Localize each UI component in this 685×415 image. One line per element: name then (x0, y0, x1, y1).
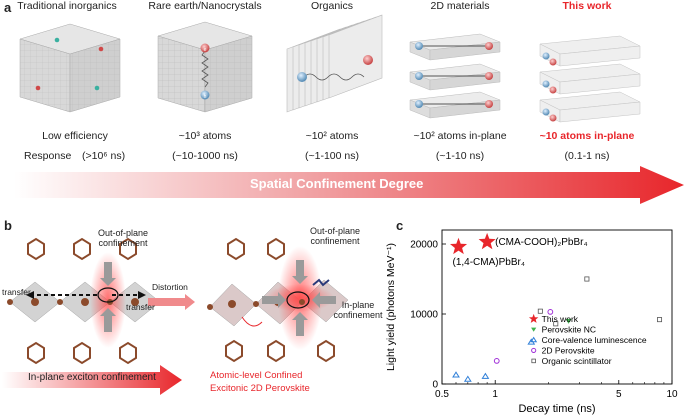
x-tick-label: 0.5 (435, 389, 449, 400)
y-tick-label: 10000 (410, 310, 438, 321)
response-label: Response (24, 150, 72, 162)
col-text-organics-2: (~1-100 ns) (305, 150, 359, 162)
col-text-this-work-1: ~10 atoms in-plane (539, 130, 635, 142)
y-tick-label: 0 (432, 380, 438, 391)
cube-traditional (19, 23, 121, 113)
data-point-triangle-down (565, 318, 572, 324)
x-tick-label: 5 (616, 389, 622, 400)
data-point-star (528, 313, 539, 323)
panel-b-letter: b (4, 218, 12, 233)
stack-organics (286, 14, 383, 113)
arrow-label: Spatial Confinement Degree (250, 176, 424, 191)
data-point-square (531, 358, 536, 364)
panel-a-letter: a (4, 0, 12, 15)
legend-label: Perovskite NC (542, 324, 596, 334)
out-of-plane-left-label: Out-of-plane confinement (97, 228, 149, 248)
panel-c-letter: c (396, 218, 404, 233)
crystal-illustrations: e h (19, 14, 641, 123)
x-tick-label: 1 (492, 389, 498, 400)
col-text-2d-1: ~10² atoms in-plane (413, 130, 507, 142)
data-point-circle (493, 358, 500, 364)
chart-frame (441, 229, 673, 385)
bottom-arrow-label: In-plane exciton confinement (28, 372, 156, 383)
panel-b-illustration (2, 237, 349, 395)
data-point-triangle-up (530, 336, 538, 343)
col-text-2d-2: (~1-10 ns) (435, 150, 485, 162)
col-text-traditional-2: (>10⁶ ns) (82, 150, 126, 162)
column-title-this-work: This work (562, 0, 612, 12)
red-caption-2: Excitonic 2D Perovskite (210, 383, 310, 394)
spatial-confinement-arrow (14, 166, 684, 204)
out-of-plane-right-label: Out-of-plane confinement (309, 226, 361, 246)
data-point-square (657, 317, 663, 323)
annotation-14-cma: (1,4-CMA)PbBr₄ (453, 257, 525, 268)
data-point-triangle-down (531, 327, 537, 332)
transfer-right-label: transfer (126, 302, 155, 312)
data-point-circle (547, 309, 554, 315)
data-point-star (450, 237, 468, 255)
column-title-organics: Organics (310, 0, 353, 12)
col-text-organics-1: ~10² atoms (305, 130, 359, 142)
data-point-square (584, 276, 590, 282)
data-point-circle (531, 347, 537, 353)
electron-marker: e (204, 47, 207, 53)
hole-marker: h (204, 94, 207, 100)
legend-label: Organic scintillator (542, 356, 612, 366)
stack-this-work (539, 35, 641, 123)
annotation-cma-cooh: (CMA-COOH)₂PbBr₄ (495, 237, 587, 248)
chart-x-axis-label: Decay time (ns) (518, 403, 595, 415)
col-text-rare-earth-1: ~10³ atoms (178, 130, 232, 142)
col-text-this-work-2: (0.1-1 ns) (564, 150, 610, 162)
col-text-rare-earth-2: (~10-1000 ns) (172, 150, 238, 162)
column-title-rare-earth: Rare earth/Nanocrystals (148, 0, 262, 12)
data-point-triangle-up (481, 372, 490, 379)
col-text-traditional-1: Low efficiency (42, 130, 108, 142)
legend-label: 2D Perovskite (542, 345, 595, 355)
chart-y-axis-label: Light yield (photons MeV⁻¹) (385, 243, 397, 371)
data-point-triangle-up (452, 371, 460, 378)
stack-2d-materials (409, 33, 501, 119)
y-tick-label: 20000 (410, 240, 438, 251)
cube-rare-earth (157, 21, 253, 113)
legend-label: This work (542, 314, 579, 324)
column-title-2d-materials: 2D materials (430, 0, 490, 12)
distortion-label: Distortion (152, 282, 188, 292)
data-point-square (537, 308, 543, 314)
in-plane-label: In-plane confinement (333, 300, 383, 320)
column-title-traditional: Traditional inorganics (17, 0, 117, 12)
data-point-star (478, 232, 496, 250)
legend-label: Core-valence luminescence (542, 335, 647, 345)
data-point-triangle-up (463, 375, 472, 382)
data-point-square (553, 321, 559, 327)
transfer-left-label: transfer (2, 287, 31, 297)
red-caption-1: Atomic-level Confined (210, 370, 303, 381)
x-tick-label: 10 (666, 389, 678, 400)
